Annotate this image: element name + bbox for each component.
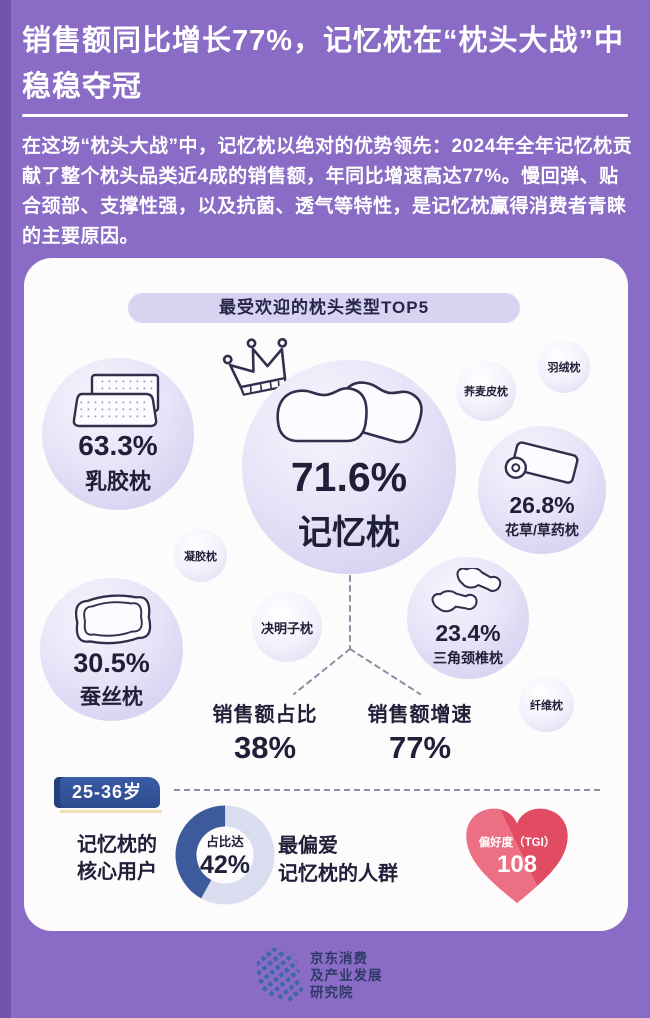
- infographic-card: 最受欢迎的枕头类型TOP5 63.3% 乳胶枕 71.6% 记忆枕: [24, 258, 628, 931]
- org-line3: 研究院: [310, 985, 354, 1000]
- sales-growth-value: 77%: [388, 730, 452, 765]
- bubble-cassia-pillow: 决明子枕: [252, 592, 322, 662]
- bubble-cervical-pillow: 23.4% 三角颈椎枕: [407, 557, 529, 679]
- latex-share-value: 63.3%: [78, 430, 158, 461]
- cervical-pillow-icon: [431, 568, 502, 613]
- silk-pillow-icon: [74, 594, 151, 645]
- intro-paragraph: 在这场“枕头大战”中，记忆枕以绝对的优势领先：2024年全年记忆枕贡献了整个枕头…: [22, 136, 633, 247]
- latex-pillow-icon: [72, 373, 160, 428]
- donut-center-label: 占比达: [206, 834, 244, 849]
- latex-label: 乳胶枕: [84, 469, 151, 494]
- chart-title-pill: 最受欢迎的枕头类型TOP5: [128, 293, 520, 323]
- memory-label: 记忆枕: [298, 514, 400, 552]
- herbal-pillow-icon: [504, 441, 579, 484]
- bubble-latex-pillow: 63.3% 乳胶枕: [42, 358, 194, 510]
- herbal-share-value: 26.8%: [509, 492, 575, 518]
- jd-research-name: 京东消费 及产业发展 研究院: [310, 950, 383, 1001]
- jd-research-logo-icon: [257, 948, 303, 1002]
- memory-pillow-icon: [276, 381, 423, 444]
- sales-growth-label: 销售额增速: [367, 704, 473, 726]
- sales-share-label: 销售额占比: [212, 704, 318, 726]
- audience-dashed-line: [174, 789, 600, 791]
- bubble-down-pillow: 羽绒枕: [538, 341, 590, 393]
- callout-sales-share: 销售额占比 38%: [175, 698, 355, 766]
- heart-icon: [466, 808, 568, 904]
- callout-sales-growth: 销售额增速 77%: [330, 698, 510, 766]
- buckwheat-label: 荞麦皮枕: [464, 386, 508, 398]
- tgi-text: 偏好度（TGI） 108: [448, 834, 586, 879]
- age-share-donut: 占比达 42%: [175, 804, 275, 906]
- bubble-silk-pillow: 30.5% 蚕丝枕: [40, 578, 183, 721]
- preference-caption: 最偏爱 记忆枕的人群: [278, 832, 428, 888]
- silk-label: 蚕丝枕: [80, 686, 143, 709]
- donut-center-value: 42%: [199, 850, 251, 879]
- title-divider: [22, 114, 628, 117]
- bubble-gel-pillow: 凝胶枕: [174, 529, 227, 582]
- core-user-line2: 核心用户: [77, 861, 157, 883]
- footer: 京东消费 及产业发展 研究院: [0, 940, 650, 1018]
- donut-chart: [175, 805, 275, 905]
- preference-line1: 最偏爱: [278, 835, 338, 857]
- tgi-heart: 偏好度（TGI） 108: [448, 804, 586, 910]
- down-label: 羽绒枕: [547, 362, 581, 374]
- fiber-label: 纤维枕: [530, 699, 563, 712]
- preference-line2: 记忆枕的人群: [278, 863, 398, 885]
- bubble-memory-pillow: 71.6% 记忆枕: [242, 360, 456, 574]
- donut-center-text: 占比达 42%: [175, 804, 275, 906]
- bubble-fiber-pillow: 纤维枕: [519, 677, 574, 732]
- cervical-label: 三角颈椎枕: [433, 650, 503, 666]
- tgi-label: 偏好度（TGI）: [478, 837, 556, 849]
- bubble-buckwheat-pillow: 荞麦皮枕: [456, 361, 516, 421]
- age-range-tag: 25-36岁: [54, 777, 160, 808]
- age-tag-underline: [60, 810, 162, 813]
- gel-label: 凝胶枕: [184, 550, 217, 563]
- background-left-edge: [0, 0, 11, 1018]
- bubble-herbal-pillow: 26.8% 花草/草药枕: [478, 426, 606, 554]
- org-line2: 及产业发展: [310, 968, 383, 983]
- page-title: 销售额同比增长77%，记忆枕在“枕头大战”中稳稳夺冠: [22, 25, 625, 103]
- core-user-line1: 记忆枕的: [77, 834, 157, 856]
- cassia-label: 决明子枕: [260, 620, 313, 636]
- memory-share-value: 71.6%: [290, 454, 408, 500]
- tgi-value: 108: [496, 851, 538, 878]
- silk-share-value: 30.5%: [73, 648, 150, 678]
- org-line1: 京东消费: [310, 951, 368, 966]
- core-user-caption: 记忆枕的 核心用户: [74, 832, 160, 886]
- cervical-share-value: 23.4%: [435, 620, 501, 646]
- herbal-label: 花草/草药枕: [505, 522, 579, 538]
- connector-dashed-lines: [293, 575, 421, 695]
- sales-share-value: 38%: [233, 730, 297, 765]
